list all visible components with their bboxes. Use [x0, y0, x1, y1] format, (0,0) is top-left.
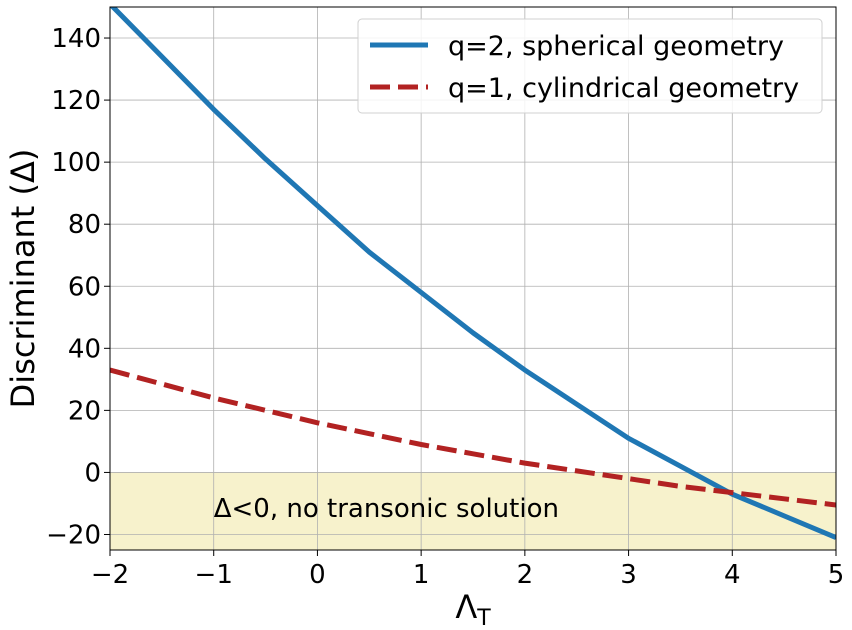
annotation-no-solution: Δ<0, no transonic solution	[214, 494, 559, 524]
y-tick-label: 120	[51, 86, 101, 116]
y-tick-label: 0	[84, 458, 101, 488]
x-tick-label: 5	[828, 560, 845, 590]
x-tick-label: 1	[413, 560, 430, 590]
x-tick-label: 3	[620, 560, 637, 590]
x-tick-label: 4	[724, 560, 741, 590]
series-line-2	[110, 367, 836, 508]
y-tick-label: −20	[46, 520, 101, 550]
x-tick-label: −2	[91, 560, 129, 590]
y-tick-label: 20	[68, 396, 101, 426]
series-group	[110, 7, 836, 540]
x-axis-label: ΛT	[455, 588, 491, 630]
y-tick-label: 80	[68, 210, 101, 240]
y-tick-label: 140	[51, 24, 101, 54]
x-tick-label: 2	[517, 560, 534, 590]
legend: q=2, spherical geometry q=1, cylindrical …	[357, 18, 823, 114]
axes: −2 −1 0 1 2 3 4 5 −20 0 20 40 60 80 100 120 140 ΛT Discrim…	[4, 6, 845, 630]
legend-box	[357, 18, 823, 114]
y-tick-label: 100	[51, 148, 101, 178]
legend-label-2: q=1, cylindrical geometry	[448, 73, 799, 104]
y-tick-label: 40	[68, 334, 101, 364]
y-tick-label: 60	[68, 272, 101, 302]
x-tick-label: 0	[309, 560, 326, 590]
legend-label-1: q=2, spherical geometry	[448, 31, 784, 62]
axes-frame	[109, 6, 837, 551]
y-axis-label: Discriminant (Δ)	[4, 149, 42, 409]
series-line-1	[110, 7, 836, 540]
x-tick-label: −1	[195, 560, 233, 590]
